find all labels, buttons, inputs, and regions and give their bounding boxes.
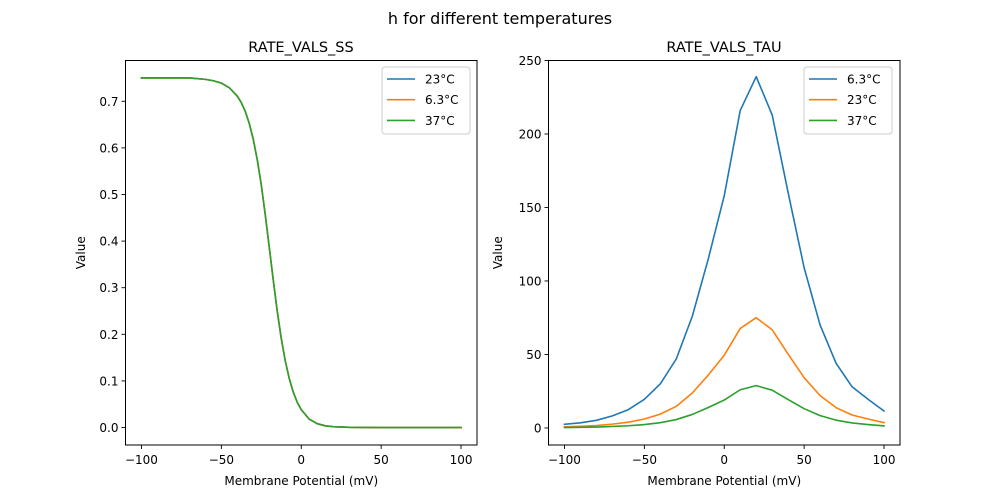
x-tick-label: 50 [373,453,388,467]
x-ticks: −100 −50 0 50 100 [125,445,472,467]
legend-label: 23°C [425,73,455,87]
x-tick-label: 0 [297,453,305,467]
y-tick-label: 0.3 [99,281,118,295]
y-tick-label: 200 [519,127,542,141]
legend-item: 23°C [387,73,455,87]
y-ticks: 0.0 0.1 0.2 0.3 0.4 0.5 0.6 0.7 [99,95,126,435]
y-axis-label: Value [74,236,88,269]
y-tick-label: 150 [519,201,542,215]
series-line-2 [563,316,885,428]
y-tick-label: 0.6 [99,141,118,155]
series-lines [140,77,462,429]
x-tick-label: 0 [720,453,728,467]
y-tick-label: 0 [534,421,542,435]
series-lines [563,75,886,429]
legend: 6.3°C 23°C 37°C [803,66,893,135]
series-line-1 [563,75,886,426]
panel-rate-vals-tau: RATE_VALS_TAU −100 −50 0 50 100 0 50 100 150 200… [491,40,901,488]
legend: 23°C 6.3°C 37°C [381,66,471,135]
y-tick-label: 0.0 [99,421,118,435]
y-tick-label: 100 [519,274,542,288]
y-tick-label: 250 [519,54,542,68]
legend-item: 23°C [809,93,877,107]
legend-box [803,66,893,135]
x-tick-label: −100 [125,453,158,467]
x-tick-label: −50 [209,453,234,467]
y-tick-label: 50 [526,348,541,362]
legend-label: 23°C [847,93,877,107]
x-tick-label: 100 [450,453,473,467]
series-line-3 [563,384,885,429]
legend-item: 37°C [387,114,455,128]
y-ticks: 0 50 100 150 200 250 [519,54,549,435]
x-ticks: −100 −50 0 50 100 [548,445,895,467]
y-tick-label: 0.1 [99,374,118,388]
legend-label: 37°C [847,114,877,128]
y-tick-label: 0.7 [99,95,118,109]
legend-label: 6.3°C [847,73,880,87]
y-tick-label: 0.2 [99,328,118,342]
y-axis-label: Value [491,236,505,269]
x-tick-label: −50 [632,453,657,467]
panel-title: RATE_VALS_SS [248,40,353,56]
legend-item: 6.3°C [809,73,880,87]
legend-item: 6.3°C [387,93,458,107]
figure-suptitle: h for different temperatures [388,9,612,28]
legend-box [381,66,471,135]
y-tick-label: 0.5 [99,188,118,202]
x-tick-label: 100 [873,453,896,467]
series-line-3 [140,77,462,429]
panel-rate-vals-ss: RATE_VALS_SS −100 −50 0 50 100 0.00.10.20.30… [74,40,478,488]
x-tick-label: 50 [796,453,811,467]
legend-item: 37°C [809,114,877,128]
legend-label: 6.3°C [425,93,458,107]
x-axis-label: Membrane Potential (mV) [647,474,801,488]
x-axis-label: Membrane Potential (mV) [224,474,378,488]
panel-title: RATE_VALS_TAU [666,40,781,56]
x-tick-label: −100 [548,453,581,467]
legend-label: 37°C [425,114,455,128]
y-tick-label: 0.4 [99,235,118,249]
